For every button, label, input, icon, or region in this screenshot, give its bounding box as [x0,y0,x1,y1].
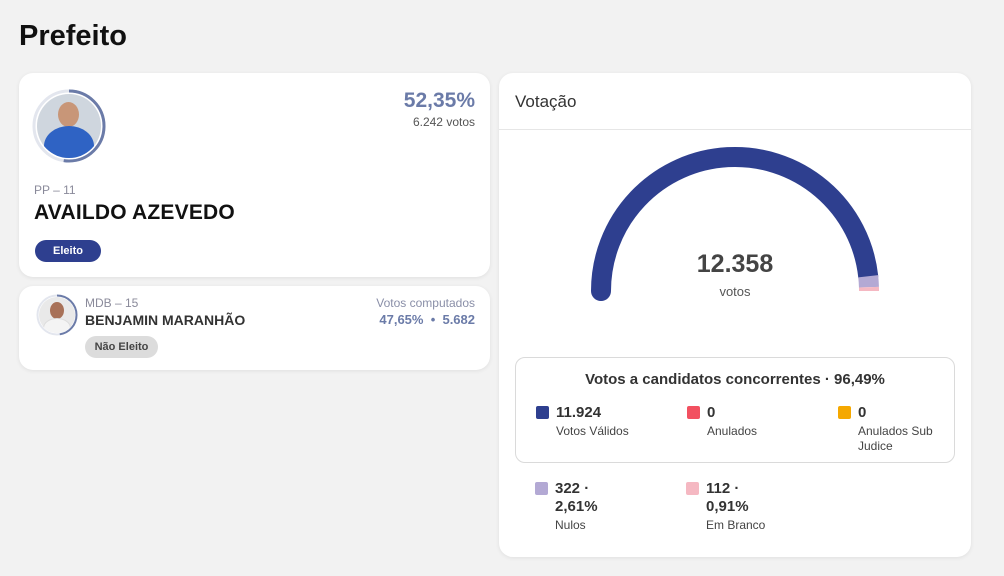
gauge-nulos-segment [858,275,879,288]
avatar [37,94,101,158]
stat-value: 11.924 [556,404,602,421]
winner-party: PP – 11 [34,183,76,197]
votacao-card: Votação 12.358 votos Votos a candidatos … [499,73,971,557]
avatar [39,297,75,333]
stat-label: Nulos [555,518,586,532]
computed-votes-label: Votos computados [376,296,475,310]
legend-swatch [535,482,548,495]
status-badge-eleito: Eleito [35,240,101,262]
candidate-card[interactable]: MDB – 15 BENJAMIN MARANHÃO Votos computa… [19,286,490,370]
page-title: Prefeito [19,20,127,52]
concorrentes-title: Votos a candidatos concorrentes · 96,49% [585,371,885,388]
legend-swatch [686,482,699,495]
stat-label: Anulados Sub Judice [858,424,933,453]
legend-swatch [536,406,549,419]
candidate-name: BENJAMIN MARANHÃO [85,312,246,328]
vote-share-ring [32,89,106,163]
vote-gauge [591,146,879,301]
candidate-party: MDB – 15 [85,296,139,310]
status-badge-nao-eleito: Não Eleito [85,336,158,358]
gauge-validos-segment [591,146,879,301]
votacao-title: Votação [515,92,577,111]
computed-votes-values: 47,65% • 5.682 [379,312,475,327]
total-votes-label: votos [719,284,751,299]
winner-avatar-ring [32,89,106,163]
votacao-header: Votação [499,73,971,130]
stat-value: 0 [707,404,716,421]
winner-candidate-card[interactable]: 52,35% 6.242 votos PP – 11 AVAILDO AZEVE… [19,73,490,277]
total-votes: 12.358 [696,250,774,278]
concorrentes-box: Votos a candidatos concorrentes · 96,49%… [515,357,955,463]
winner-votes: 6.242 votos [412,115,475,129]
legend-swatch [687,406,700,419]
stat-label: Em Branco [706,518,766,532]
winner-name: AVAILDO AZEVEDO [34,201,235,224]
stat-label: Votos Válidos [556,424,629,438]
stat-value: 0 [858,404,867,421]
vote-share-ring [36,294,78,336]
winner-percent: 52,35% [403,89,475,112]
stat-value: 322 · 2,61% [555,480,598,515]
candidate-avatar-ring [36,294,78,336]
legend-swatch [838,406,851,419]
stat-value: 112 · 0,91% [706,480,749,515]
stat-label: Anulados [707,424,758,438]
